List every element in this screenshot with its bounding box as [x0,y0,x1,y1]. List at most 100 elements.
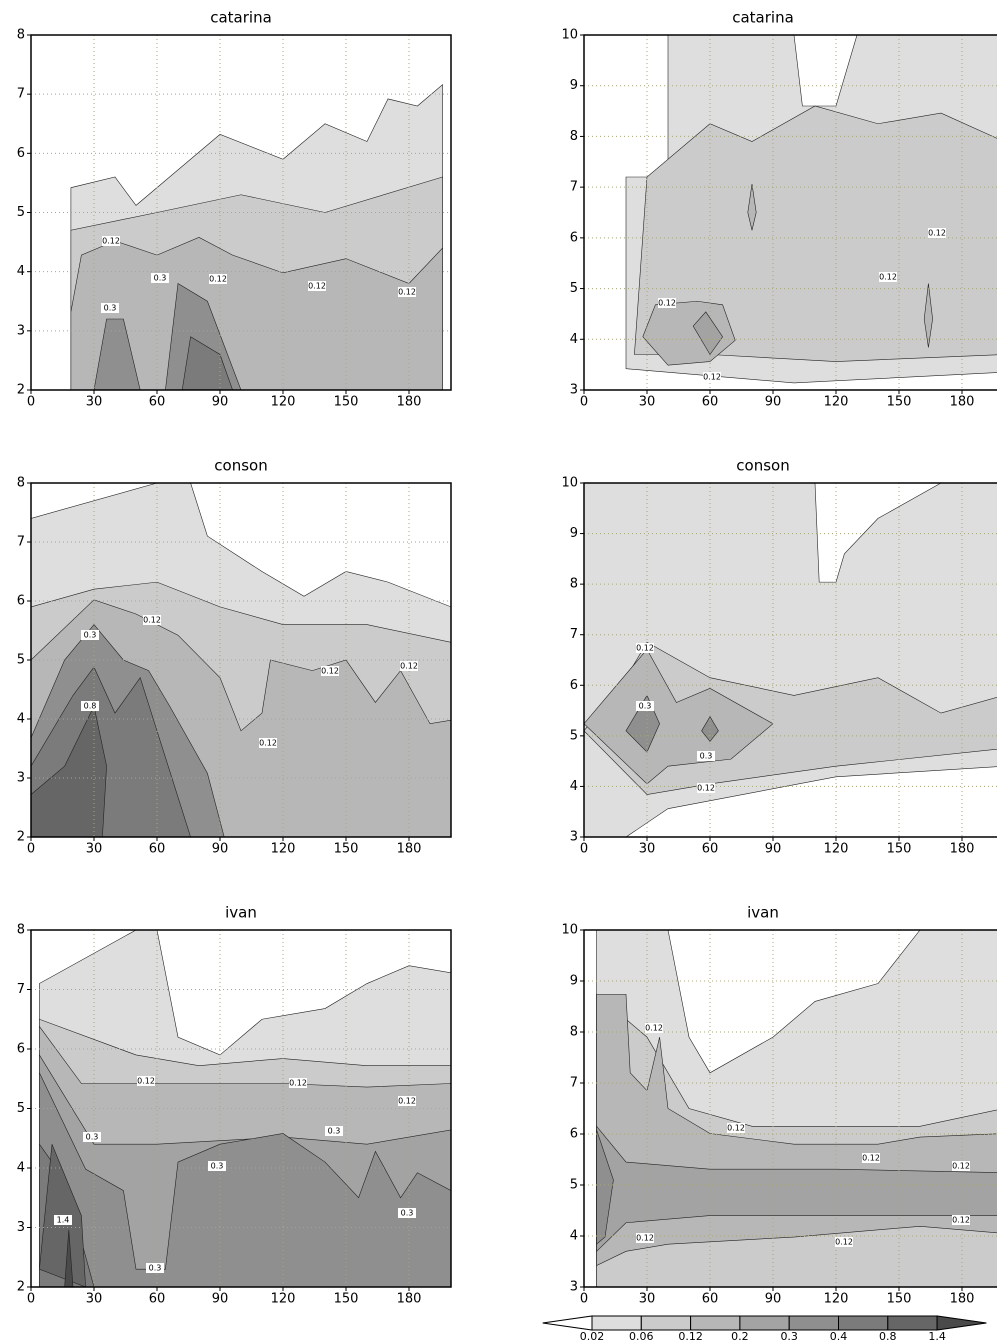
x-tick-label: 180 [950,842,975,857]
contour-label-bg [928,228,946,238]
x-tick-label: 30 [639,395,656,410]
panel-title: catarina [732,9,794,27]
contour-label: 0.12 [658,299,676,308]
contour-label-bg [81,630,99,640]
contour-label: 0.8 [84,702,97,711]
y-tick-label: 4 [17,712,25,727]
contour-label-bg [54,1215,72,1225]
panel: catarina 0 30 60 90 120 150 180 3 4 5 6 7 8 9 10 0.12 0.1… [561,9,997,410]
x-tick-label: 150 [334,395,359,410]
contour-label-bg [697,783,715,793]
y-tick-label: 4 [17,1161,25,1176]
x-tick-label: 0 [580,395,588,410]
colorbar-band [838,1315,889,1331]
contour-band [93,318,141,390]
x-tick-label: 150 [887,842,912,857]
colorbar-label: 0.3 [780,1330,798,1343]
contour-label: 0.3 [211,1162,224,1171]
y-tick-label: 10 [561,28,578,43]
x-tick-label: 120 [824,395,849,410]
contour-label-bg [879,272,897,282]
colorbar-label: 1.4 [928,1330,946,1343]
contour-label-bg [697,751,715,761]
contour-band [596,1125,997,1253]
colorbar-band [690,1315,741,1331]
y-tick-label: 6 [17,1042,25,1057]
contour-band [923,283,933,348]
contour-label-bg [143,615,161,625]
contour-label: 0.12 [400,662,418,671]
contour-label: 0.12 [952,1162,970,1171]
plot-frame [583,34,997,391]
y-tick-label: 7 [17,982,25,997]
y-tick-label: 5 [17,205,25,220]
contour-label-bg [208,1161,226,1171]
colorbar-label: 0.02 [580,1330,605,1343]
contour-band [596,1129,614,1245]
contour-label: 0.12 [703,373,721,382]
colorbar-label: 0.8 [879,1330,897,1343]
contour-label-bg [835,1237,853,1247]
contour-label: 0.12 [727,1124,745,1133]
x-tick-label: 60 [149,1292,166,1307]
contour-label: 1.4 [57,1216,70,1225]
x-tick-label: 60 [702,1292,719,1307]
x-tick-label: 0 [580,842,588,857]
colorbar-band [739,1315,790,1331]
contour-band [181,336,233,390]
contour-band [64,1229,74,1287]
contour-label: 0.3 [104,304,117,313]
x-tick-label: 180 [950,1292,975,1307]
y-tick-label: 3 [17,1220,25,1235]
y-tick-label: 6 [17,594,25,609]
x-tick-label: 30 [86,842,103,857]
contour-label: 0.3 [149,1264,162,1273]
plot-frame [30,482,452,838]
panel-title: catarina [210,9,272,27]
colorbar-label: 0.06 [629,1330,654,1343]
x-tick-label: 150 [887,1292,912,1307]
contour-label: 0.12 [398,288,416,297]
contour-label-bg [658,298,676,308]
contour-label: 0.12 [102,237,120,246]
contour-label-bg [151,273,169,283]
contour-label-bg [727,1123,745,1133]
contour-label: 0.3 [328,1127,341,1136]
x-tick-label: 60 [149,842,166,857]
contour-band [39,1072,451,1287]
colorbar: 0.02 0.06 0.12 0.2 0.3 0.4 0.8 1.4 [542,1315,987,1343]
plot-frame [583,482,997,838]
contour-label-bg [137,1076,155,1086]
plot-area [31,35,451,390]
y-tick-label: 5 [17,653,25,668]
panel: catarina 0 30 60 90 120 150 180 2 3 4 5 6 7 8 0.12 0.3 0.… [17,9,452,410]
x-tick-label: 0 [27,842,35,857]
contour-label: 0.3 [86,1133,99,1142]
contour-label-bg [636,1233,654,1243]
y-tick-label: 7 [570,180,578,195]
contour-label: 0.12 [321,667,339,676]
x-tick-label: 180 [397,1292,422,1307]
contour-label: 0.12 [398,1097,416,1106]
y-tick-label: 5 [570,281,578,296]
contour-label: 0.3 [154,274,167,283]
y-tick-label: 10 [561,923,578,938]
contour-label: 0.12 [259,739,277,748]
x-tick-label: 90 [765,395,782,410]
contour-label-bg [398,287,416,297]
x-tick-label: 150 [334,842,359,857]
contour-label-bg [289,1078,307,1088]
x-tick-label: 120 [271,1292,296,1307]
x-tick-label: 180 [397,842,422,857]
y-tick-label: 3 [17,323,25,338]
y-tick-label: 4 [570,332,578,347]
contour-label-bg [308,281,326,291]
contour-label-bg [703,372,721,382]
y-tick-label: 10 [561,476,578,491]
x-tick-label: 120 [824,842,849,857]
contour-label: 0.3 [84,631,97,640]
y-tick-label: 6 [17,146,25,161]
colorbar-label: 0.4 [830,1330,848,1343]
contour-label-bg [398,1096,416,1106]
y-tick-label: 7 [17,87,25,102]
